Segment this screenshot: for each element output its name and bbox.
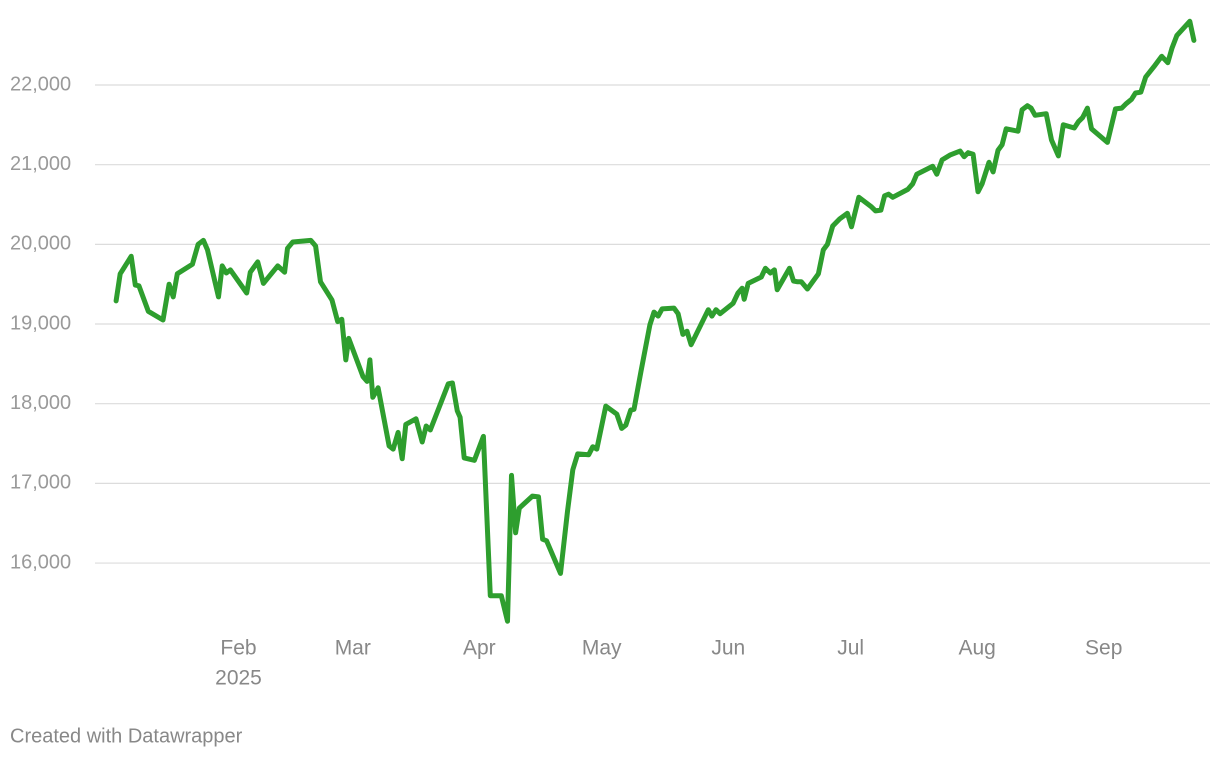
x-tick-label: Mar: [335, 637, 371, 660]
y-tick-label: 18,000: [10, 392, 71, 414]
x-tick-label: Jun: [711, 637, 745, 660]
y-tick-label: 21,000: [10, 153, 71, 175]
x-tick-label: May: [582, 637, 622, 660]
y-tick-label: 22,000: [10, 73, 71, 95]
y-tick-label: 16,000: [10, 551, 71, 573]
x-tick-label: Jul: [837, 637, 864, 660]
y-tick-label: 17,000: [10, 472, 71, 494]
x-tick-label: Feb: [220, 637, 256, 660]
x-tick-label: Apr: [463, 637, 496, 660]
y-tick-label: 19,000: [10, 312, 71, 334]
x-tick-label: Sep: [1085, 637, 1122, 660]
y-tick-label: 20,000: [10, 233, 71, 255]
x-tick-label: Aug: [959, 637, 996, 660]
footer: Created with Datawrapper: [10, 725, 243, 747]
line: [113, 18, 1197, 624]
x-year-label: 2025: [215, 667, 262, 690]
